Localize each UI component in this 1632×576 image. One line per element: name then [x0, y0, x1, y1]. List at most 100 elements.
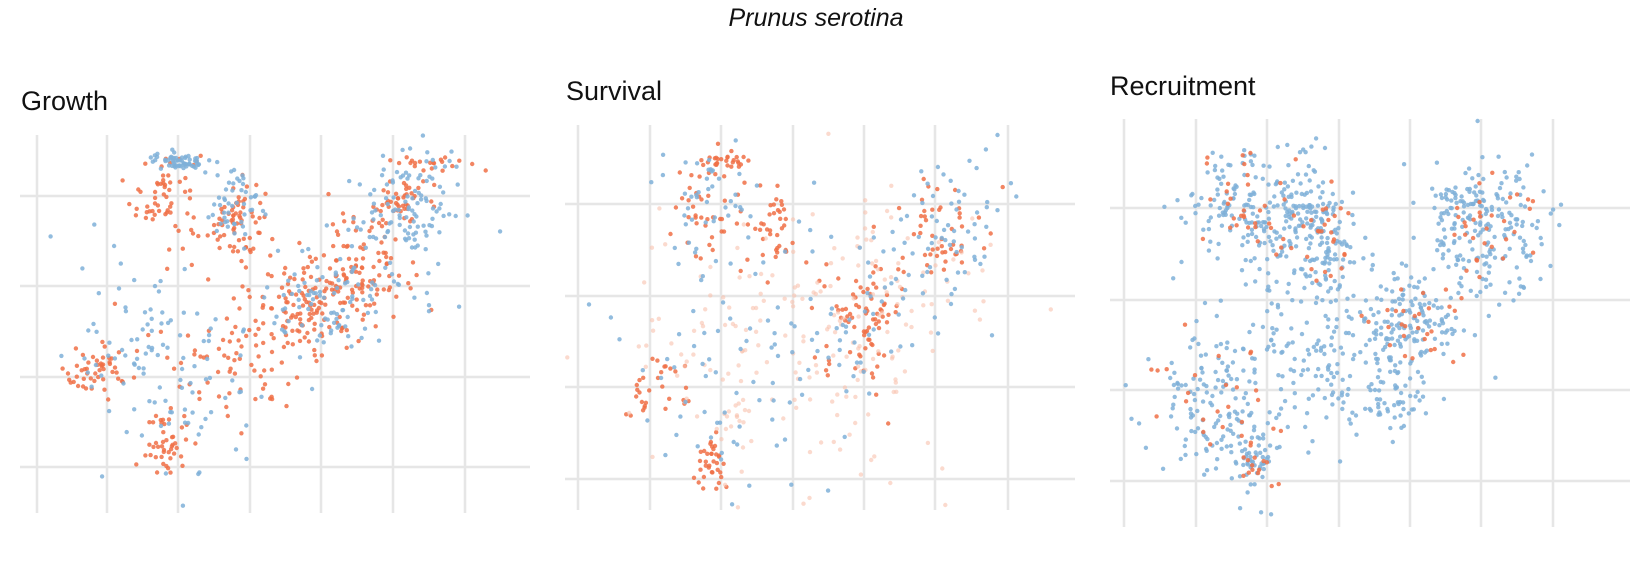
scatter-point: [714, 161, 719, 166]
scatter-point: [1494, 192, 1499, 197]
scatter-point: [341, 273, 347, 278]
scatter-point: [1284, 254, 1289, 259]
scatter-point: [722, 198, 727, 203]
scatter-point: [1484, 261, 1489, 266]
scatter-point: [1266, 216, 1272, 221]
scatter-point: [1415, 389, 1420, 395]
scatter-point: [319, 353, 325, 358]
scatter-point: [869, 371, 875, 376]
scatter-point: [724, 158, 729, 163]
scatter-point: [432, 182, 437, 188]
scatter-point: [943, 502, 948, 508]
scatter-point: [1306, 163, 1311, 169]
scatter-point: [132, 362, 137, 367]
scatter-point: [710, 184, 715, 189]
scatter-point: [367, 303, 373, 308]
scatter-point: [263, 212, 268, 217]
scatter-point: [824, 262, 829, 267]
scatter-point: [1439, 330, 1445, 335]
scatter-point: [1237, 441, 1242, 446]
scatter-point: [301, 266, 306, 271]
scatter-point: [1299, 331, 1305, 337]
scatter-point: [705, 217, 710, 222]
scatter-point: [1298, 181, 1303, 186]
scatter-point: [373, 309, 378, 315]
scatter-point: [134, 206, 139, 211]
scatter-point: [1528, 253, 1533, 258]
scatter-point: [1388, 358, 1393, 363]
scatter-point: [211, 222, 217, 228]
scatter-point: [1375, 375, 1381, 380]
scatter-point: [388, 256, 394, 261]
scatter-point: [1487, 264, 1492, 269]
scatter-point: [168, 447, 174, 452]
scatter-point: [1345, 392, 1350, 397]
scatter-point: [1168, 375, 1173, 381]
scatter-point: [1524, 254, 1529, 259]
scatter-point: [792, 324, 797, 329]
scatter-point: [269, 306, 274, 311]
scatter-point: [1275, 305, 1281, 310]
scatter-point: [1253, 388, 1259, 393]
scatter-point: [332, 290, 337, 296]
scatter-point: [1350, 356, 1356, 362]
scatter-point: [437, 230, 442, 235]
scatter-point: [1224, 189, 1229, 194]
scatter-point: [1408, 310, 1413, 315]
scatter-point: [213, 317, 218, 322]
scatter-point: [334, 285, 340, 291]
scatter-point: [1292, 405, 1297, 410]
scatter-point: [826, 131, 831, 136]
scatter-point: [224, 404, 229, 410]
scatter-point: [1347, 260, 1353, 265]
scatter-point: [691, 328, 697, 333]
scatter-point: [1183, 437, 1188, 442]
scatter-point: [335, 232, 341, 237]
scatter-point: [809, 305, 815, 311]
scatter-point: [1458, 253, 1463, 258]
scatter-point: [1453, 195, 1458, 201]
scatter-point: [1260, 220, 1266, 225]
scatter-point: [158, 329, 164, 334]
scatter-point: [391, 279, 397, 284]
scatter-point: [689, 194, 694, 199]
scatter-point: [1241, 208, 1246, 213]
scatter-point: [1443, 191, 1449, 197]
scatter-point: [135, 337, 140, 342]
scatter-point: [928, 330, 934, 335]
scatter-point: [1183, 382, 1188, 388]
scatter-point: [617, 337, 622, 342]
scatter-point: [1154, 414, 1159, 419]
scatter-point: [319, 300, 324, 306]
scatter-point: [85, 370, 91, 375]
scatter-point: [1250, 467, 1255, 472]
scatter-point: [1233, 183, 1238, 188]
scatter-point: [1327, 261, 1332, 266]
scatter-point: [840, 307, 845, 312]
scatter-point: [1239, 268, 1245, 273]
scatter-point: [1191, 391, 1197, 397]
scatter-point: [1371, 312, 1376, 318]
scatter-point: [1183, 452, 1188, 458]
scatter-point: [154, 470, 160, 475]
scatter-point: [254, 182, 259, 188]
scatter-point: [1499, 181, 1504, 186]
scatter-point: [1295, 172, 1301, 177]
scatter-point: [768, 232, 773, 237]
scatter-point: [1234, 416, 1240, 422]
scatter-point: [871, 235, 876, 240]
scatter-point: [719, 450, 724, 456]
scatter-point: [721, 229, 727, 234]
scatter-point: [360, 290, 365, 295]
scatter-point: [132, 277, 137, 283]
scatter-point: [1243, 282, 1248, 287]
scatter-point: [1332, 278, 1337, 284]
scatter-point: [902, 369, 908, 374]
scatter-point: [349, 269, 355, 275]
scatter-point: [1362, 319, 1367, 324]
scatter-point: [106, 397, 111, 402]
scatter-point: [1241, 368, 1246, 373]
scatter-point: [263, 191, 268, 196]
scatter-point: [143, 215, 149, 221]
scatter-point: [702, 448, 707, 454]
